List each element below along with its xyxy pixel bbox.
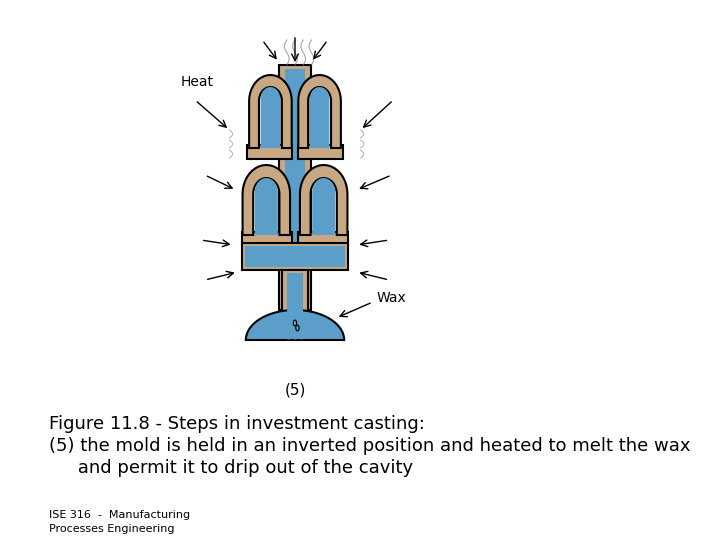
Bar — [242, 232, 292, 246]
Bar — [248, 145, 292, 159]
Text: Figure 11.8 ‑ Steps in investment casting:: Figure 11.8 ‑ Steps in investment castin… — [49, 415, 425, 433]
Bar — [245, 246, 345, 267]
Text: ISE 316  -  Manufacturing: ISE 316 - Manufacturing — [49, 510, 190, 520]
Ellipse shape — [293, 320, 297, 326]
Polygon shape — [246, 310, 344, 340]
Polygon shape — [310, 87, 330, 148]
Text: (5) the mold is held in an inverted position and heated to melt the wax: (5) the mold is held in an inverted posi… — [49, 437, 690, 455]
Polygon shape — [298, 75, 341, 148]
Text: Heat: Heat — [180, 75, 213, 89]
Bar — [279, 65, 311, 310]
Text: and permit it to drip out of the cavity: and permit it to drip out of the cavity — [49, 459, 413, 477]
Polygon shape — [255, 178, 278, 235]
Bar — [298, 232, 348, 246]
Polygon shape — [249, 75, 292, 148]
Text: Wax: Wax — [377, 291, 407, 305]
Bar — [298, 145, 343, 159]
Polygon shape — [261, 87, 280, 148]
Bar — [287, 273, 303, 312]
Polygon shape — [300, 165, 348, 235]
Ellipse shape — [296, 325, 299, 331]
Text: (5): (5) — [284, 382, 306, 397]
Bar — [285, 69, 305, 306]
Bar — [242, 243, 348, 270]
Bar — [282, 270, 308, 315]
Polygon shape — [312, 178, 335, 235]
Polygon shape — [243, 165, 290, 235]
Text: Processes Engineering: Processes Engineering — [49, 524, 175, 534]
